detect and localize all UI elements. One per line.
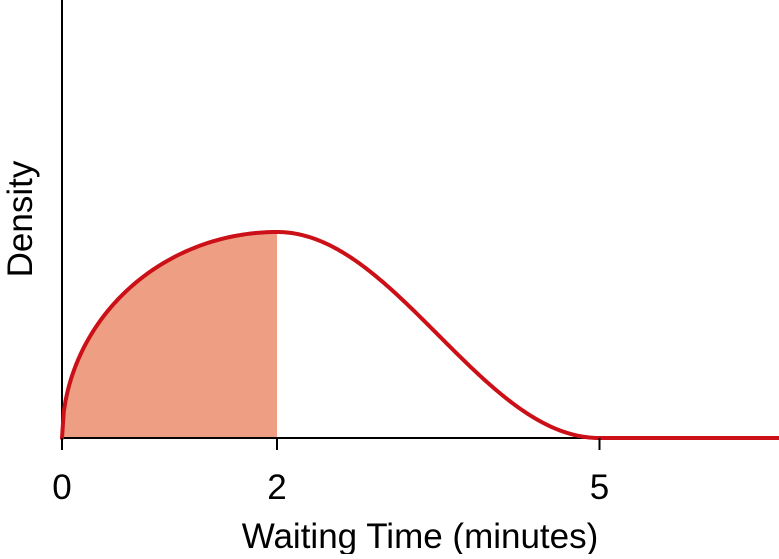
- y-axis-label: Density: [1, 160, 40, 277]
- x-axis-label: Waiting Time (minutes): [242, 517, 599, 554]
- x-tick-label: 0: [52, 468, 71, 507]
- x-tick-label: 2: [267, 468, 286, 507]
- x-axis-ticks: 0 2 5: [52, 438, 609, 507]
- x-tick-label: 5: [590, 468, 609, 507]
- shaded-probability-region: [62, 232, 277, 438]
- density-curve: [60, 230, 779, 440]
